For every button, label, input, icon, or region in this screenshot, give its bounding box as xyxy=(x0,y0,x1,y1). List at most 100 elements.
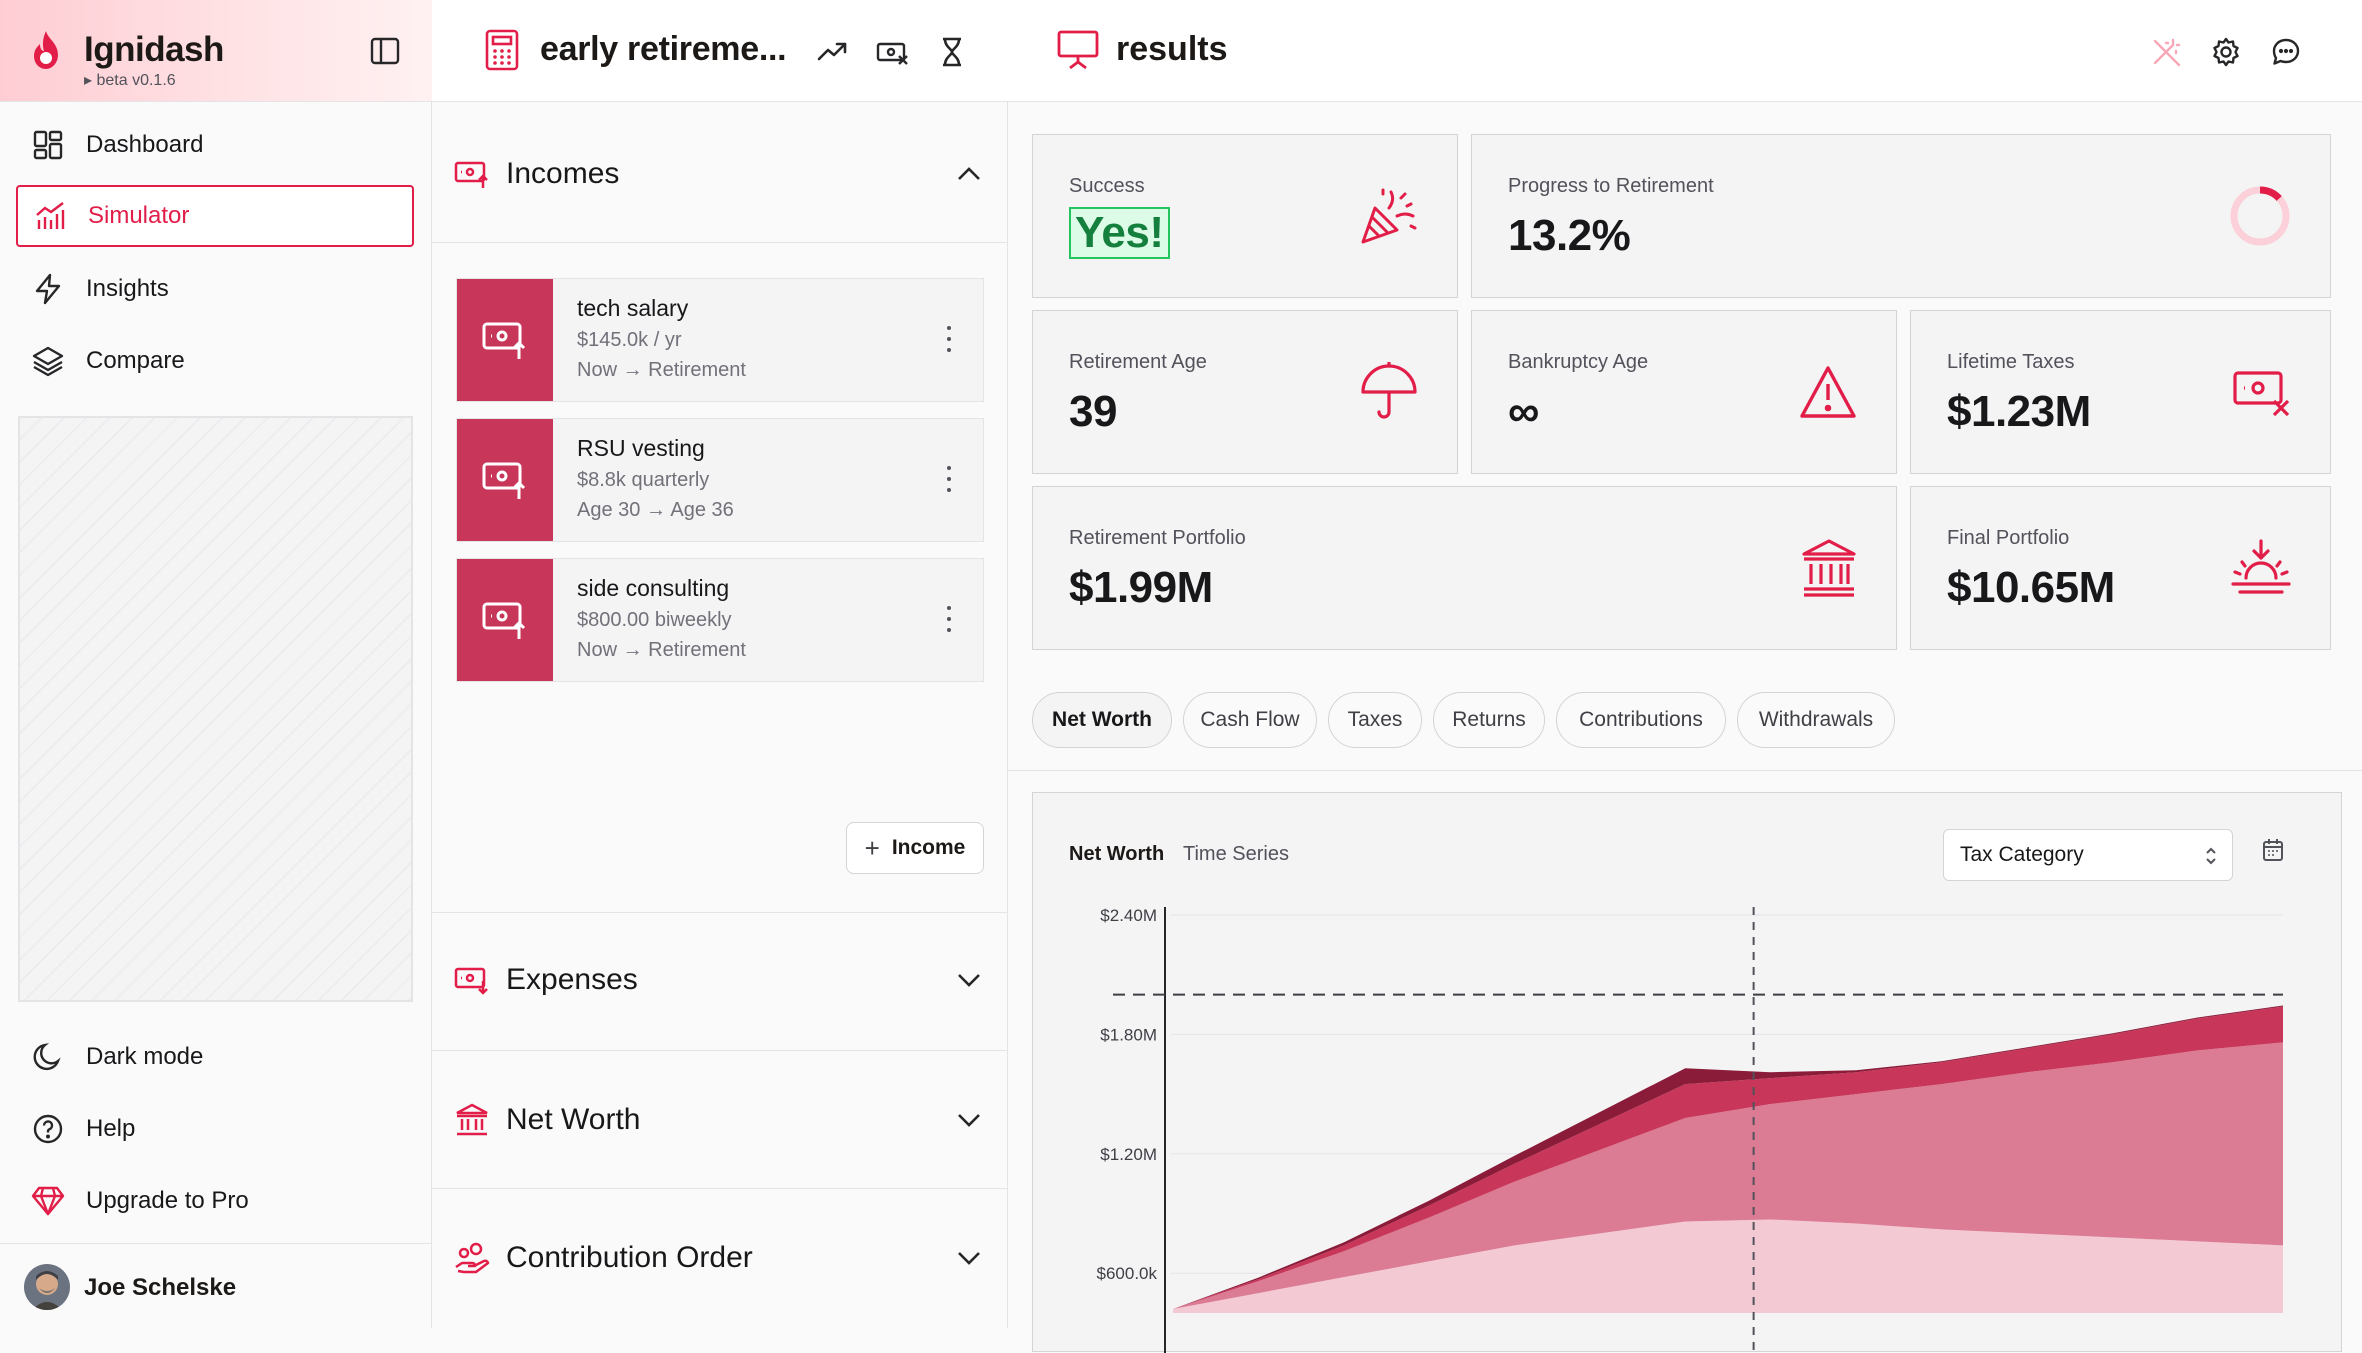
gear-icon[interactable] xyxy=(2206,32,2246,72)
more-options-icon[interactable] xyxy=(941,603,957,635)
sidebar-item-compare[interactable]: Compare xyxy=(16,330,414,392)
income-card[interactable]: tech salary $145.0k / yr Now → Retiremen… xyxy=(456,278,984,402)
chevron-down-icon[interactable] xyxy=(956,1250,982,1266)
tab-cash-flow[interactable]: Cash Flow xyxy=(1183,692,1317,748)
magic-wand-icon[interactable] xyxy=(2146,32,2186,72)
chart-bar-line-icon xyxy=(32,198,68,234)
tab-withdrawals[interactable]: Withdrawals xyxy=(1737,692,1895,748)
more-options-icon[interactable] xyxy=(941,463,957,495)
chevron-down-icon[interactable] xyxy=(956,972,982,988)
bank-icon xyxy=(1800,538,1858,598)
help-circle-icon xyxy=(30,1111,66,1147)
income-name: side consulting xyxy=(577,575,730,601)
income-amount: $8.8k quarterly xyxy=(577,469,710,491)
stat-label: Retirement Age xyxy=(1069,351,1207,373)
layers-icon xyxy=(30,343,66,379)
stat-value: $1.23M xyxy=(1947,387,2091,436)
placeholder-panel xyxy=(18,416,413,1002)
sidebar-item-insights[interactable]: Insights xyxy=(16,258,414,320)
stat-card-lifetime-taxes: Lifetime Taxes $1.23M xyxy=(1910,310,2331,474)
income-name: RSU vesting xyxy=(577,435,705,461)
sidebar-item-label: Simulator xyxy=(88,202,190,229)
divider xyxy=(432,912,1008,913)
tab-contributions[interactable]: Contributions xyxy=(1556,692,1726,748)
plan-title[interactable]: early retireme... xyxy=(540,30,787,68)
section-title: Incomes xyxy=(506,157,620,190)
trend-up-icon[interactable] xyxy=(812,32,852,72)
area-series-2 xyxy=(1173,1042,2283,1310)
umbrella-icon xyxy=(1359,362,1419,422)
stat-card-retirement-portfolio: Retirement Portfolio $1.99M xyxy=(1032,486,1897,650)
sidebar-item-label: Upgrade to Pro xyxy=(86,1187,249,1214)
more-options-icon[interactable] xyxy=(941,323,957,355)
chat-icon[interactable] xyxy=(2266,32,2306,72)
breakdown-select[interactable]: Tax Category xyxy=(1943,829,2233,881)
tab-returns[interactable]: Returns xyxy=(1433,692,1545,748)
cash-off-icon[interactable] xyxy=(872,32,912,72)
hand-coins-icon xyxy=(454,1241,490,1275)
hourglass-icon[interactable] xyxy=(932,32,972,72)
user-menu[interactable]: Joe Schelske xyxy=(0,1243,432,1328)
income-icon xyxy=(454,159,490,189)
chevron-down-icon[interactable] xyxy=(956,1112,982,1128)
tab-taxes[interactable]: Taxes xyxy=(1328,692,1422,748)
flame-logo-icon xyxy=(26,29,66,71)
chart-card: Net Worth Time Series Tax Category $600.… xyxy=(1032,792,2343,1353)
income-card-icon xyxy=(457,419,553,541)
party-popper-icon xyxy=(1359,186,1419,246)
user-name: Joe Schelske xyxy=(84,1274,237,1301)
sidebar-item-dashboard[interactable]: Dashboard xyxy=(16,114,414,176)
dark-mode-toggle[interactable]: Dark mode xyxy=(16,1026,414,1088)
stat-value: $10.65M xyxy=(1947,563,2115,612)
lightning-icon xyxy=(30,271,66,307)
net-worth-chart[interactable]: $600.0k $1.20M $1.80M $2.40M xyxy=(1033,793,2343,1353)
income-card-icon xyxy=(457,559,553,681)
divider xyxy=(432,242,1008,243)
area-series-3 xyxy=(1173,1006,2283,1310)
y-tick-label: $2.40M xyxy=(1100,906,1157,925)
warning-triangle-icon xyxy=(1798,364,1858,420)
stat-label: Bankruptcy Age xyxy=(1508,351,1649,373)
presentation-icon xyxy=(1056,28,1100,70)
add-income-button[interactable]: + Income xyxy=(846,822,984,874)
calendar-icon[interactable] xyxy=(2261,837,2285,863)
gem-icon xyxy=(30,1183,66,1219)
chevron-up-icon[interactable] xyxy=(956,166,982,182)
income-amount: $145.0k / yr xyxy=(577,329,682,351)
dashboard-icon xyxy=(30,127,66,163)
stat-label: Lifetime Taxes xyxy=(1947,351,2075,373)
stat-card-bankruptcy-age: Bankruptcy Age ∞ xyxy=(1471,310,1897,474)
income-period: Now → Retirement xyxy=(577,359,746,381)
expenses-section-header[interactable]: Expenses xyxy=(432,952,1008,1008)
sidebar-item-label: Dashboard xyxy=(86,131,204,158)
progress-arc xyxy=(2230,186,2290,246)
income-amount: $800.00 biweekly xyxy=(577,609,732,631)
tab-net-worth[interactable]: Net Worth xyxy=(1032,692,1172,748)
net-worth-section-header[interactable]: Net Worth xyxy=(432,1092,1008,1148)
select-value: Tax Category xyxy=(1960,843,2084,866)
sidebar-toggle-icon[interactable] xyxy=(368,34,402,68)
bank-icon xyxy=(454,1103,490,1137)
expense-icon xyxy=(454,965,490,995)
income-card[interactable]: RSU vesting $8.8k quarterly Age 30 → Age… xyxy=(456,418,984,542)
upgrade-link[interactable]: Upgrade to Pro xyxy=(16,1170,414,1232)
app-version[interactable]: ▸ beta v0.1.6 xyxy=(84,72,176,89)
calculator-icon xyxy=(482,28,522,72)
stat-value: 13.2% xyxy=(1508,211,1631,260)
version-label: beta v0.1.6 xyxy=(96,72,176,89)
stat-value: ∞ xyxy=(1508,387,1539,436)
stat-label: Success xyxy=(1069,175,1145,197)
results-panel: results Success Yes! xyxy=(1008,0,2362,1353)
contribution-order-section-header[interactable]: Contribution Order xyxy=(432,1230,1008,1286)
incomes-section-header[interactable]: Incomes xyxy=(432,146,1008,202)
sidebar-item-label: Insights xyxy=(86,275,169,302)
chart-subtitle: Time Series xyxy=(1183,843,1289,865)
income-card[interactable]: side consulting $800.00 biweekly Now → R… xyxy=(456,558,984,682)
sidebar-item-simulator[interactable]: Simulator xyxy=(16,185,414,247)
help-link[interactable]: Help xyxy=(16,1098,414,1160)
stat-value: 39 xyxy=(1069,387,1117,436)
sidebar-item-label: Help xyxy=(86,1115,136,1142)
income-name: tech salary xyxy=(577,295,689,321)
area-series-1 xyxy=(1173,1219,2283,1313)
y-tick-label: $1.80M xyxy=(1100,1025,1157,1044)
